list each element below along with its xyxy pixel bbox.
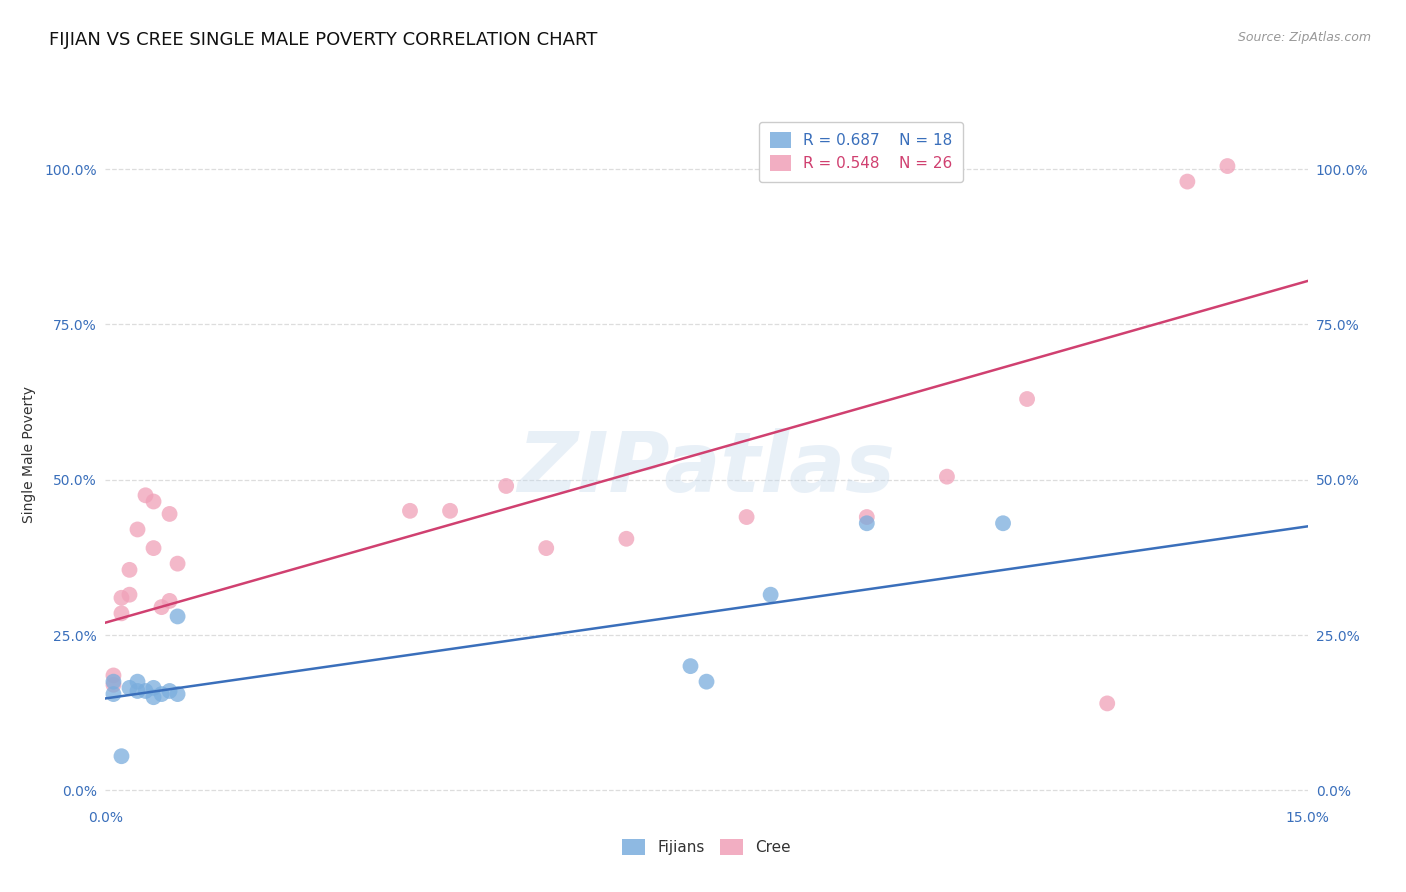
Point [735,510,758,524]
Point [439,504,461,518]
Y-axis label: Single Male Poverty: Single Male Poverty [22,386,37,524]
Point [399,504,422,518]
Point [127,523,149,537]
Point [1216,159,1239,173]
Point [110,607,132,621]
Point [1097,697,1119,711]
Point [127,684,149,698]
Text: ZIPatlas: ZIPatlas [517,428,896,509]
Point [110,591,132,605]
Point [166,557,188,571]
Text: FIJIAN VS CREE SINGLE MALE POVERTY CORRELATION CHART: FIJIAN VS CREE SINGLE MALE POVERTY CORRE… [49,31,598,49]
Point [150,687,173,701]
Point [159,594,181,608]
Point [534,541,557,555]
Point [1177,175,1199,189]
Point [118,588,141,602]
Point [118,563,141,577]
Point [936,469,959,483]
Text: Source: ZipAtlas.com: Source: ZipAtlas.com [1237,31,1371,45]
Point [103,687,125,701]
Point [159,684,181,698]
Point [679,659,702,673]
Point [150,600,173,615]
Point [127,674,149,689]
Point [855,510,877,524]
Point [855,516,877,531]
Point [135,488,157,502]
Point [103,678,125,692]
Point [142,681,165,695]
Point [142,541,165,555]
Legend: Fijians, Cree: Fijians, Cree [616,833,797,862]
Point [135,684,157,698]
Point [1017,392,1039,406]
Point [991,516,1014,531]
Point [166,687,188,701]
Point [103,674,125,689]
Point [103,668,125,682]
Point [159,507,181,521]
Point [118,681,141,695]
Point [759,588,782,602]
Point [696,674,718,689]
Point [616,532,638,546]
Point [110,749,132,764]
Point [142,690,165,705]
Point [166,609,188,624]
Point [142,494,165,508]
Point [495,479,517,493]
